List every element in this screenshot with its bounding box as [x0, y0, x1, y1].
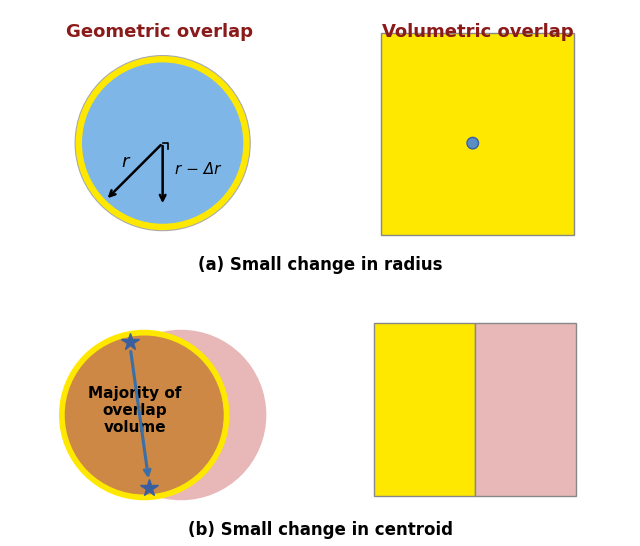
- Bar: [374, 323, 475, 496]
- Circle shape: [467, 138, 479, 149]
- Text: (a) Small change in radius: (a) Small change in radius: [198, 256, 442, 274]
- Text: r: r: [121, 153, 129, 171]
- Circle shape: [59, 330, 230, 500]
- Bar: [381, 33, 574, 235]
- Text: Majority of
overlap
volume: Majority of overlap volume: [88, 385, 182, 435]
- Circle shape: [65, 335, 224, 495]
- Circle shape: [96, 330, 266, 500]
- Text: (b) Small change in centroid: (b) Small change in centroid: [188, 521, 452, 538]
- Circle shape: [82, 62, 243, 224]
- Text: Geometric overlap: Geometric overlap: [66, 23, 253, 41]
- Text: Volumetric overlap: Volumetric overlap: [381, 23, 573, 41]
- Text: r − Δr: r − Δr: [175, 163, 221, 177]
- Bar: [475, 323, 577, 496]
- Circle shape: [75, 56, 250, 230]
